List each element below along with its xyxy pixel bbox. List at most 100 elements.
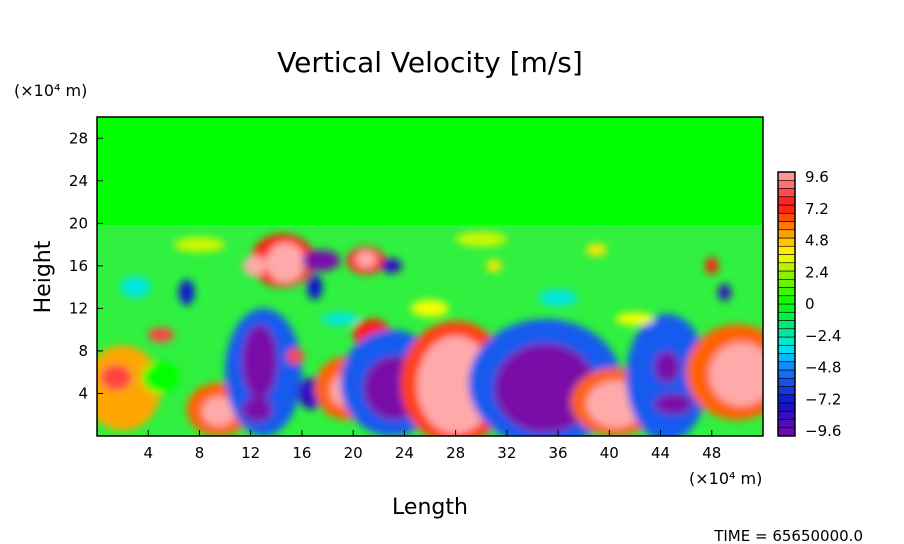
x-axis-label: Length [392,495,468,520]
colorbar-swatch [777,212,796,222]
colorbar-label: 2.4 [805,263,829,281]
colorbar-swatch [777,369,796,379]
colorbar-label: 0 [805,295,815,313]
velocity-cell [615,312,655,326]
y-tick-label: 20 [69,214,88,232]
colorbar-swatch [777,221,796,231]
velocity-cell [173,237,226,253]
heatmap [97,117,763,436]
velocity-cell [586,243,607,257]
velocity-cell [494,343,597,433]
colorbar-swatch [777,270,796,280]
x-tick-label: 24 [395,444,414,462]
plot-frame [96,116,764,437]
y-tick-label: 16 [69,257,88,275]
velocity-cell [538,289,578,307]
colorbar-swatch [777,419,796,429]
velocity-cell [286,348,305,364]
velocity-cell [410,299,450,317]
velocity-cell [321,312,360,326]
velocity-cell [705,257,719,275]
colorbar-swatch [777,336,796,346]
velocity-cell [355,250,377,268]
colorbar-swatch [777,188,796,198]
x-tick-label: 12 [241,444,260,462]
colorbar-swatch [777,353,796,363]
y-tick-label: 8 [78,342,88,360]
velocity-cell [241,324,278,399]
velocity-cell [202,396,236,427]
colorbar-swatch [777,287,796,297]
velocity-cell [100,364,132,391]
y-tick-label: 4 [78,384,88,402]
x-tick-label: 48 [702,444,721,462]
colorbar-swatch [777,245,796,255]
velocity-cell [120,276,151,298]
colorbar-swatch [777,320,796,330]
colorbar-swatch [777,254,796,264]
colorbar-swatch [777,237,796,247]
colorbar-swatch [777,394,796,404]
colorbar-swatch [777,196,796,206]
colorbar-swatch [777,328,796,338]
x-tick-label: 40 [600,444,619,462]
x-tick-label: 8 [195,444,205,462]
velocity-cell [148,327,174,343]
colorbar-swatch [777,229,796,239]
y-unit-label: (×10⁴ m) [14,81,87,100]
colorbar-swatch [777,278,796,288]
velocity-cell [266,242,305,283]
velocity-cell [243,255,267,277]
x-tick-label: 32 [497,444,516,462]
colorbar-label: 4.8 [805,232,829,250]
x-tick-label: 36 [549,444,568,462]
y-tick-label: 12 [69,299,88,317]
colorbar-label: 7.2 [805,200,829,218]
velocity-cell [486,259,502,273]
velocity-cell [178,279,195,306]
colorbar-label: 9.6 [805,168,829,186]
x-tick-label: 28 [446,444,465,462]
colorbar-swatch [777,171,796,181]
chart-title: Vertical Velocity [m/s] [277,46,583,79]
y-tick-label: 24 [69,172,88,190]
colorbar-swatch [777,427,796,437]
velocity-cell [654,350,680,383]
colorbar-swatch [777,311,796,321]
colorbar-label: −7.2 [805,390,841,408]
colorbar-swatch [777,377,796,387]
colorbar-swatch [777,386,796,396]
time-label: TIME = 65650000.0 [713,527,863,544]
velocity-cell [307,274,323,300]
velocity-cell [301,249,341,272]
velocity-cell [718,283,731,301]
colorbar-swatch [777,262,796,272]
x-tick-label: 20 [344,444,363,462]
x-tick-label: 44 [651,444,670,462]
velocity-cell [241,396,273,423]
y-tick-label: 28 [69,129,88,147]
colorbar-swatch [777,361,796,371]
colorbar-swatch [777,295,796,305]
colorbar-swatch [777,344,796,354]
velocity-cell [141,361,181,394]
velocity-cell [709,342,763,407]
x-tick-label: 16 [292,444,311,462]
x-unit-label: (×10⁴ m) [689,469,762,488]
x-tick-label: 4 [143,444,153,462]
colorbar-swatch [777,303,796,313]
colorbar-swatch [777,410,796,420]
colorbar-swatch [777,204,796,214]
velocity-cell [654,393,693,415]
colorbar-frame [777,171,796,437]
colorbar-swatch [777,402,796,412]
y-axis-label: Height [31,240,56,313]
colorbar-label: −4.8 [805,359,841,377]
velocity-cell [381,258,402,274]
colorbar-swatch [777,179,796,189]
colorbar-label: −2.4 [805,327,841,345]
velocity-cell [455,231,507,247]
colorbar-label: −9.6 [805,422,841,440]
